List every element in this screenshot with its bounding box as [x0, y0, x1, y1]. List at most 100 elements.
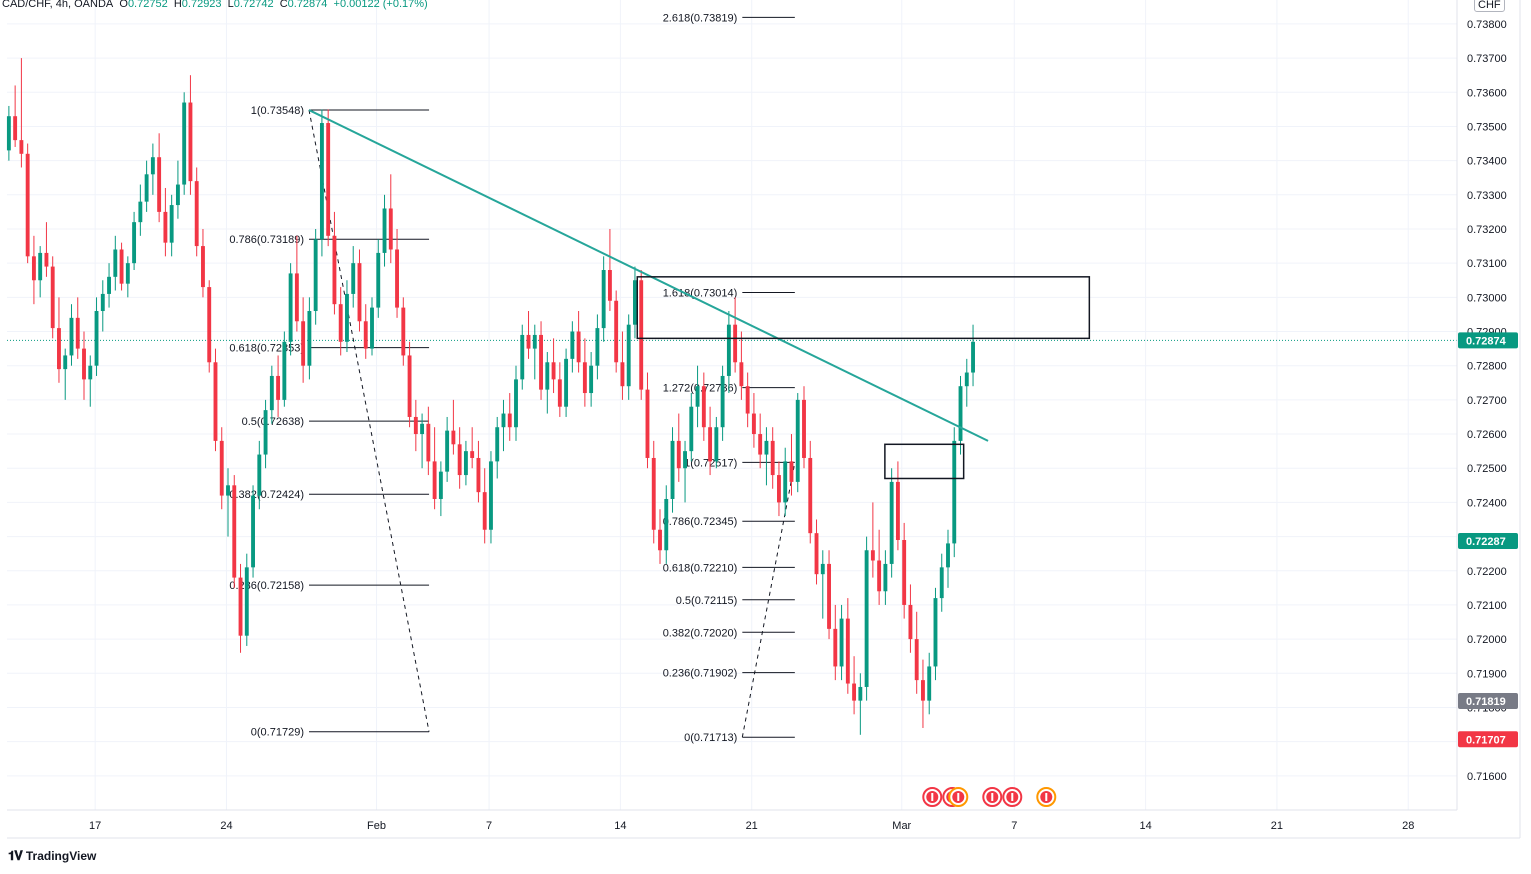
plot-area[interactable] [7, 0, 1457, 810]
fib-level-label: 1.272(0.72736) [663, 383, 738, 395]
fib-level-label: 1(0.73548) [251, 105, 304, 117]
economic-events[interactable] [922, 787, 1057, 807]
candle-body [501, 413, 506, 428]
close-label: C [279, 0, 288, 10]
candle-body [213, 362, 218, 441]
candle-body [651, 457, 656, 530]
fibonacci-drawings[interactable]: 1(0.73548) 0.786(0.73189) 0.618(0.72853) 0.… [229, 12, 796, 744]
candle-body [426, 423, 431, 462]
high-label: H [173, 0, 182, 10]
price-label-tag [1458, 332, 1518, 349]
candle-body [676, 440, 681, 469]
time-axis[interactable]: 17 24 Feb 7 14 21 Mar 7 14 21 28 [89, 820, 1414, 832]
candles [6, 58, 975, 735]
candle-body [457, 444, 462, 476]
candle-body [251, 495, 255, 568]
candle-body [726, 324, 731, 376]
candle-body [169, 205, 174, 243]
candle-body [839, 618, 844, 667]
candle-body [683, 451, 687, 469]
price-label-text: 0.72874 [1466, 335, 1507, 347]
candle-body [63, 355, 68, 370]
candle-body [263, 410, 268, 455]
candle-body [971, 341, 975, 373]
price-label-text: 0.71707 [1466, 734, 1506, 746]
candle-body [470, 451, 475, 458]
candle-body [113, 249, 118, 277]
chf-event-icon [957, 793, 960, 801]
cad-event-icon [1045, 793, 1048, 801]
symbol-label[interactable]: CAD/CHF, 4h, OANDA [2, 0, 114, 10]
price-tick-label: 0.72600 [1467, 429, 1507, 441]
fib-level-label: 0.786(0.72345) [663, 516, 738, 528]
candle-body [31, 256, 36, 281]
candle-body [489, 461, 493, 530]
candle-body [75, 317, 80, 349]
candle-body [319, 123, 324, 240]
candle-body [388, 208, 393, 250]
candle-body [551, 362, 556, 380]
open-value: 0.72752 [127, 0, 168, 10]
candle-body [82, 348, 86, 380]
price-tick-label: 0.73000 [1467, 292, 1507, 304]
candle-body [482, 492, 487, 530]
candle-body [708, 427, 713, 462]
tradingview-logo[interactable]: 𝟏𝐕 TradingView [8, 848, 96, 864]
currency-badge[interactable]: CHF [1474, 0, 1505, 12]
candle-body [407, 355, 412, 417]
price-tick-label: 0.73800 [1467, 19, 1507, 31]
candle-body [57, 328, 61, 370]
price-tick-label: 0.72400 [1467, 497, 1507, 509]
fib-level-label: 0(0.71713) [684, 732, 737, 744]
candle-body [282, 341, 287, 400]
fib-level-label: 0.5(0.72115) [676, 595, 738, 607]
candle-body [376, 252, 381, 308]
candle-body [520, 334, 525, 380]
candle-body [714, 427, 719, 462]
candle-body [645, 389, 650, 458]
price-axis[interactable]: 0.73800 0.73700 0.73600 0.73500 0.73400 0.733… [1467, 19, 1507, 783]
candle-body [413, 416, 418, 435]
candle-body [858, 686, 863, 701]
candle-body [175, 184, 180, 206]
candle-body [883, 563, 888, 592]
fib-level-label: 0.236(0.71902) [663, 668, 738, 680]
candle-body [357, 263, 362, 322]
price-tick-label: 0.73400 [1467, 156, 1507, 168]
candle-body [607, 270, 612, 301]
trend-line [308, 109, 989, 442]
cad-event-icon [991, 793, 994, 801]
price-tick-label: 0.71900 [1467, 668, 1507, 680]
candle-body [733, 324, 738, 363]
candle-body [827, 563, 831, 629]
candle-body [38, 252, 43, 281]
candle-body [232, 485, 237, 578]
candle-body [163, 211, 168, 243]
candle-body [808, 457, 813, 534]
candle-body [908, 604, 913, 640]
fib-level-label: 0.5(0.72638) [242, 416, 304, 428]
candle-body [789, 461, 794, 482]
candle-body [958, 386, 963, 441]
candle-body [889, 481, 894, 564]
fib-level-label: 0.382(0.72020) [663, 627, 738, 639]
candle-body [395, 249, 399, 308]
candle-body [188, 102, 193, 182]
candle-body [370, 307, 374, 349]
candle-body [445, 430, 450, 472]
candle-body [802, 399, 806, 458]
candle-body [50, 266, 55, 329]
candle-body [701, 386, 706, 428]
candle-body [751, 413, 756, 435]
candle-body [150, 157, 155, 175]
drawings[interactable] [308, 109, 1091, 480]
candle-body [326, 123, 331, 236]
fib-level-label: 0.382(0.72424) [229, 489, 304, 501]
candle-body [332, 235, 337, 305]
change-value: +0.00122 (+0.17%) [333, 0, 428, 10]
brand-name: TradingView [25, 849, 97, 863]
candle-body [157, 157, 162, 212]
tradingview-logo-icon: 𝟏𝐕 [8, 848, 23, 863]
candle-body [739, 362, 744, 387]
